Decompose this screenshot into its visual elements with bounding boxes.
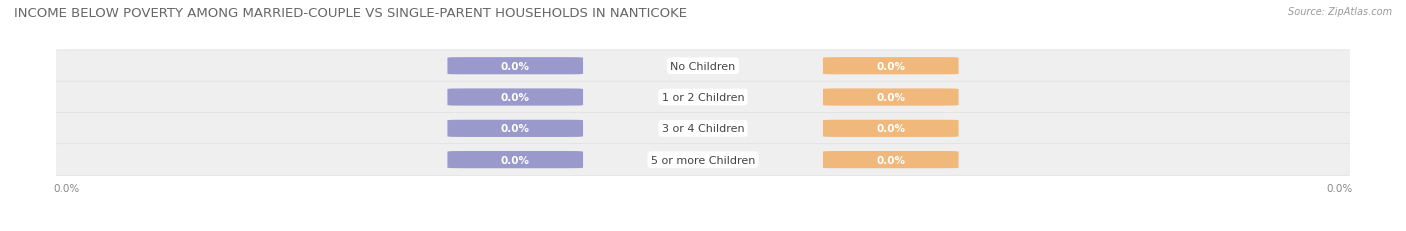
Text: 0.0%: 0.0%	[876, 124, 905, 134]
Text: 0.0%: 0.0%	[876, 155, 905, 165]
Text: 0.0%: 0.0%	[501, 155, 530, 165]
Text: 0.0%: 0.0%	[876, 61, 905, 71]
FancyBboxPatch shape	[823, 58, 959, 75]
FancyBboxPatch shape	[51, 144, 1355, 176]
Text: No Children: No Children	[671, 61, 735, 71]
Text: Source: ZipAtlas.com: Source: ZipAtlas.com	[1288, 7, 1392, 17]
Text: 3 or 4 Children: 3 or 4 Children	[662, 124, 744, 134]
FancyBboxPatch shape	[51, 113, 1355, 145]
Text: 0.0%: 0.0%	[501, 124, 530, 134]
FancyBboxPatch shape	[447, 151, 583, 168]
Text: 5 or more Children: 5 or more Children	[651, 155, 755, 165]
FancyBboxPatch shape	[447, 58, 583, 75]
Text: INCOME BELOW POVERTY AMONG MARRIED-COUPLE VS SINGLE-PARENT HOUSEHOLDS IN NANTICO: INCOME BELOW POVERTY AMONG MARRIED-COUPL…	[14, 7, 688, 20]
FancyBboxPatch shape	[51, 82, 1355, 113]
FancyBboxPatch shape	[51, 51, 1355, 82]
FancyBboxPatch shape	[823, 89, 959, 106]
Text: 0.0%: 0.0%	[501, 93, 530, 103]
FancyBboxPatch shape	[447, 120, 583, 137]
Text: 0.0%: 0.0%	[501, 61, 530, 71]
FancyBboxPatch shape	[447, 89, 583, 106]
Text: 0.0%: 0.0%	[876, 93, 905, 103]
FancyBboxPatch shape	[823, 120, 959, 137]
Text: 1 or 2 Children: 1 or 2 Children	[662, 93, 744, 103]
FancyBboxPatch shape	[823, 151, 959, 168]
